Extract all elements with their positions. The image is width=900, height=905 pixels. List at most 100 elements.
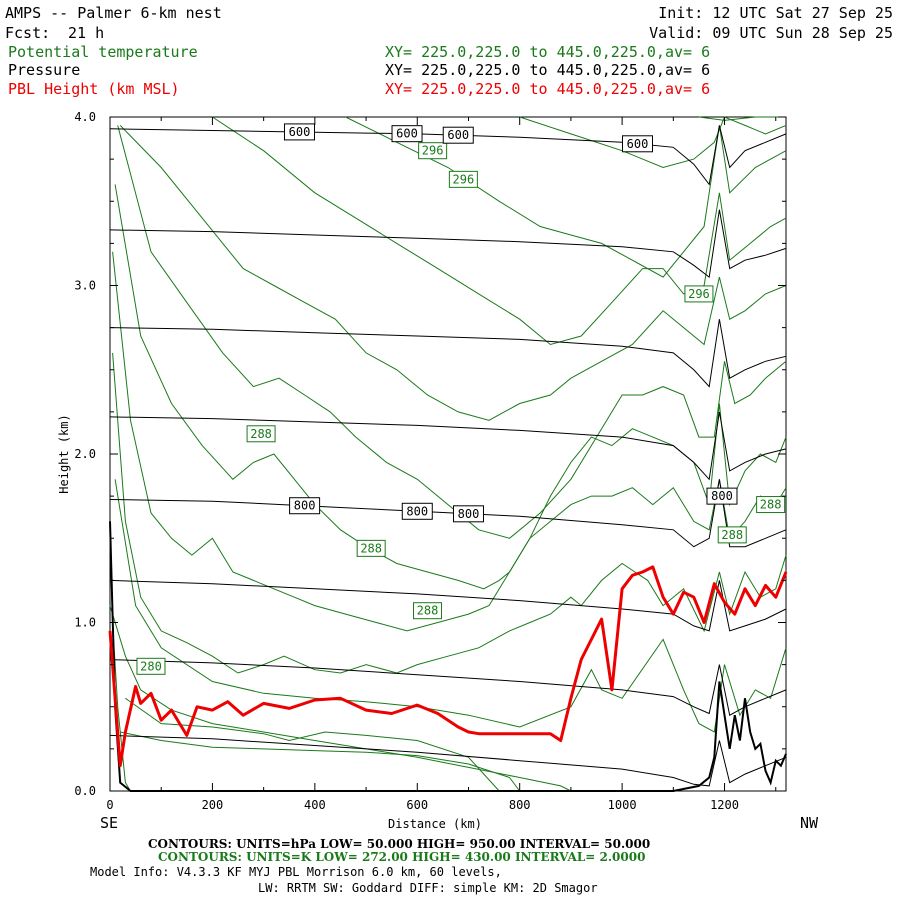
theta-label-text: 288 xyxy=(250,427,272,441)
pressure-label-800: 800 xyxy=(401,502,433,520)
theta-label-288: 288 xyxy=(756,496,786,514)
theta-contour-line xyxy=(212,116,787,346)
theta-label-box xyxy=(356,539,386,557)
pressure-label-text: 800 xyxy=(458,507,480,521)
pressure-label-box xyxy=(442,126,474,144)
pressure-label-800: 800 xyxy=(706,487,738,505)
pressure-label-text: 600 xyxy=(447,128,469,142)
x-tick-label: 600 xyxy=(406,798,428,812)
pressure-contour-700 xyxy=(109,319,787,388)
x-end-label-right: NW xyxy=(800,814,819,832)
pressure-contour-600 xyxy=(109,125,787,186)
field-pbl-xy: XY= 225.0,225.0 to 445.0,225.0,av= 6 xyxy=(385,80,710,98)
pressure-label-box xyxy=(289,497,321,515)
x-tick-label: 1000 xyxy=(608,798,637,812)
field-pbl-name: PBL Height (km MSL) xyxy=(8,80,180,98)
theta-label-296: 296 xyxy=(418,142,448,160)
theta-contour-line xyxy=(117,125,787,539)
pressure-label-box xyxy=(283,123,315,141)
pressure-contour-750 xyxy=(109,411,787,481)
theta-label-text: 280 xyxy=(140,659,162,673)
x-tick-label: 400 xyxy=(304,798,326,812)
forecast-label: Fcst: xyxy=(5,24,50,42)
theta-label-box xyxy=(136,657,166,675)
pressure-contours xyxy=(109,125,787,787)
theta-contours xyxy=(109,116,787,792)
theta-label-box xyxy=(717,526,747,544)
pressure-label-text: 800 xyxy=(406,504,428,518)
field-pressure-xy: XY= 225.0,225.0 to 445.0,225.0,av= 6 xyxy=(385,61,710,79)
pressure-label-800: 800 xyxy=(289,497,321,515)
pressure-contour-900 xyxy=(109,659,787,716)
pressure-label-box xyxy=(621,135,653,153)
theta-label-296: 296 xyxy=(684,285,714,303)
pressure-label-box xyxy=(401,502,433,520)
footer-model-info-2: LW: RRTM SW: Goddard DIFF: simple KM: 2D… xyxy=(258,881,598,895)
plot-frame xyxy=(109,116,787,792)
theta-contour-line xyxy=(119,125,787,421)
valid-time: Valid: 09 UTC Sun 28 Sep 25 xyxy=(649,24,893,42)
theta-contour-line xyxy=(114,184,787,590)
theta-contour-labels: 280 288 288 288 288 288 296 296 296 xyxy=(136,142,786,675)
field-pressure-name: Pressure xyxy=(8,61,80,79)
theta-contour-line xyxy=(698,116,786,121)
theta-contour-line xyxy=(109,605,572,792)
theta-label-box xyxy=(684,285,714,303)
theta-label-box xyxy=(413,602,443,620)
pbl-height-line xyxy=(108,565,788,768)
theta-label-280: 280 xyxy=(136,657,166,675)
pressure-contour-650 xyxy=(109,209,787,279)
y-tick-label: 0.0 xyxy=(74,784,96,798)
pressure-label-box xyxy=(706,487,738,505)
y-tick-label: 4.0 xyxy=(74,110,96,124)
pressure-contour-850 xyxy=(109,579,787,632)
theta-label-text: 288 xyxy=(721,528,743,542)
theta-contour-line xyxy=(112,251,787,632)
footer-model-info-1: Model Info: V4.3.3 KF MYJ PBL Morrison 6… xyxy=(90,865,502,879)
axes: 0 200 400 600 800 1000 1200 0.0 1.0 2.0 3.0 4.0 xyxy=(74,110,786,812)
field-theta-xy: XY= 225.0,225.0 to 445.0,225.0,av= 6 xyxy=(385,43,710,61)
footer-theta-contours: CONTOURS: UNITS=K LOW= 272.00 HIGH= 430.… xyxy=(158,850,645,864)
x-tick-label: 200 xyxy=(202,798,224,812)
theta-label-box xyxy=(246,425,276,443)
init-time: Init: 12 UTC Sat 27 Sep 25 xyxy=(658,4,893,22)
y-tick-label: 2.0 xyxy=(74,447,96,461)
field-theta-name: Potential temperature xyxy=(8,43,198,61)
pressure-label-600: 600 xyxy=(621,135,653,153)
theta-label-text: 296 xyxy=(688,287,710,301)
pressure-contour-950 xyxy=(109,734,787,787)
pressure-label-text: 600 xyxy=(396,127,418,141)
pressure-label-text: 600 xyxy=(289,125,311,139)
theta-label-text: 288 xyxy=(760,498,782,512)
pressure-label-600: 600 xyxy=(391,125,423,143)
theta-label-288: 288 xyxy=(246,425,276,443)
x-tick-label: 800 xyxy=(509,798,531,812)
forecast-hours: 21 h xyxy=(68,24,104,42)
pressure-label-box xyxy=(391,125,423,143)
theta-contour-line xyxy=(519,116,787,169)
theta-label-288: 288 xyxy=(413,602,443,620)
pressure-label-text: 600 xyxy=(627,137,649,151)
theta-contour-line xyxy=(114,479,787,733)
pressure-label-box xyxy=(452,505,484,523)
pressure-label-800: 800 xyxy=(452,505,484,523)
theta-label-text: 296 xyxy=(422,144,444,158)
chart-title: AMPS -- Palmer 6-km nest xyxy=(5,4,222,22)
theta-label-288: 288 xyxy=(356,539,386,557)
theta-label-text: 288 xyxy=(417,604,439,618)
y-tick-label: 1.0 xyxy=(74,616,96,630)
terrain-line xyxy=(109,521,787,792)
pressure-label-600: 600 xyxy=(442,126,474,144)
y-axis-title: Height (km) xyxy=(57,414,71,493)
footer-pressure-contours: CONTOURS: UNITS=hPa LOW= 50.000 HIGH= 95… xyxy=(148,837,650,851)
theta-label-box xyxy=(448,170,478,188)
pressure-label-text: 800 xyxy=(711,489,733,503)
pressure-label-600: 600 xyxy=(283,123,315,141)
theta-label-box xyxy=(756,496,786,514)
theta-label-288: 288 xyxy=(717,526,747,544)
theta-contour-line xyxy=(125,697,500,792)
x-end-label-left: SE xyxy=(100,814,118,832)
theta-label-text: 296 xyxy=(453,172,475,186)
